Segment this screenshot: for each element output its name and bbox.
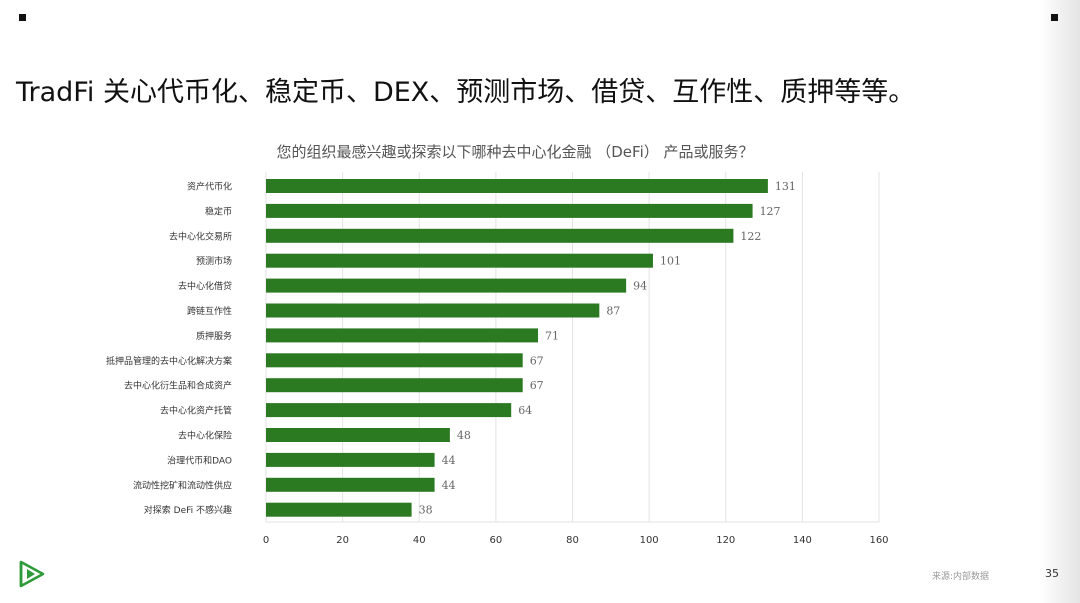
bar: [266, 502, 412, 517]
category-label: 去中心化衍生品和合成资产: [124, 380, 232, 392]
category-label: 去中心化交易所: [169, 230, 232, 242]
category-label: 资产代币化: [187, 181, 232, 193]
category-label: 跨链互作性: [187, 305, 232, 317]
play-chevron-logo-icon: [19, 560, 45, 588]
bar: [266, 452, 435, 467]
category-label: 去中心化借贷: [178, 280, 232, 292]
page-number: 35: [1045, 567, 1059, 580]
bar: [266, 278, 627, 293]
category-label: 去中心化保险: [178, 430, 232, 442]
value-label: 87: [606, 305, 620, 318]
bars: [266, 179, 768, 517]
x-tick-label: 80: [566, 535, 579, 546]
value-label: 122: [740, 230, 761, 243]
x-tick-label: 60: [490, 535, 503, 546]
bar: [266, 428, 450, 442]
value-label: 44: [442, 479, 456, 492]
category-label: 预测市场: [196, 255, 232, 267]
bar: [266, 303, 600, 318]
bar: [266, 179, 768, 193]
value-label: 38: [419, 504, 433, 517]
x-tick-label: 120: [716, 535, 735, 546]
x-tick-label: 20: [336, 535, 349, 546]
bar: [266, 203, 753, 218]
bar: [266, 403, 512, 418]
bar: [266, 378, 523, 393]
category-label: 对探索 DeFi 不感兴趣: [144, 504, 232, 516]
bar: [266, 328, 539, 343]
value-label: 127: [760, 205, 781, 218]
x-tick-label: 0: [263, 535, 269, 546]
category-label: 治理代币和DAO: [167, 454, 232, 466]
category-label: 抵押品管理的去中心化解决方案: [106, 355, 232, 367]
value-label: 48: [457, 429, 471, 442]
x-tick-labels: 0 20 40 60 80 100 120 140 160: [263, 535, 889, 546]
footer-source: 来源:内部数据: [932, 572, 990, 582]
x-tick-label: 100: [640, 535, 659, 546]
category-label: 去中心化资产托管: [160, 405, 232, 417]
corner-mark-top-left: [19, 14, 26, 21]
value-label: 67: [530, 379, 544, 392]
value-label: 44: [442, 454, 456, 467]
category-label: 流动性挖矿和流动性供应: [133, 479, 232, 491]
corner-mark-top-right: [1051, 14, 1058, 21]
bar: [266, 253, 653, 268]
value-label: 64: [518, 404, 532, 417]
value-label: 71: [545, 329, 559, 342]
chart-title: 您的组织最感兴趣或探索以下哪种去中心化金融 （DeFi） 产品或服务？: [276, 143, 753, 161]
x-tick-label: 140: [793, 535, 812, 546]
grid-lines: [265, 172, 880, 523]
slide-title: TradFi 关心代币化、稳定币、DEX、预测市场、借贷、互作性、质押等等。: [16, 77, 916, 108]
x-tick-label: 40: [413, 535, 426, 546]
bar: [266, 477, 435, 492]
value-label: 94: [633, 280, 647, 293]
value-label: 131: [775, 180, 796, 193]
value-label: 67: [530, 354, 544, 367]
bar: [266, 228, 734, 243]
x-tick-label: 160: [869, 535, 888, 546]
bar: [266, 353, 523, 368]
value-label: 101: [660, 255, 681, 268]
category-labels: 资产代币化稳定币去中心化交易所预测市场去中心化借贷跨链互作性质押服务抵押品管理的…: [106, 181, 232, 517]
right-edge-shade: [1040, 0, 1080, 603]
category-label: 质押服务: [196, 330, 232, 342]
category-label: 稳定币: [205, 205, 232, 217]
